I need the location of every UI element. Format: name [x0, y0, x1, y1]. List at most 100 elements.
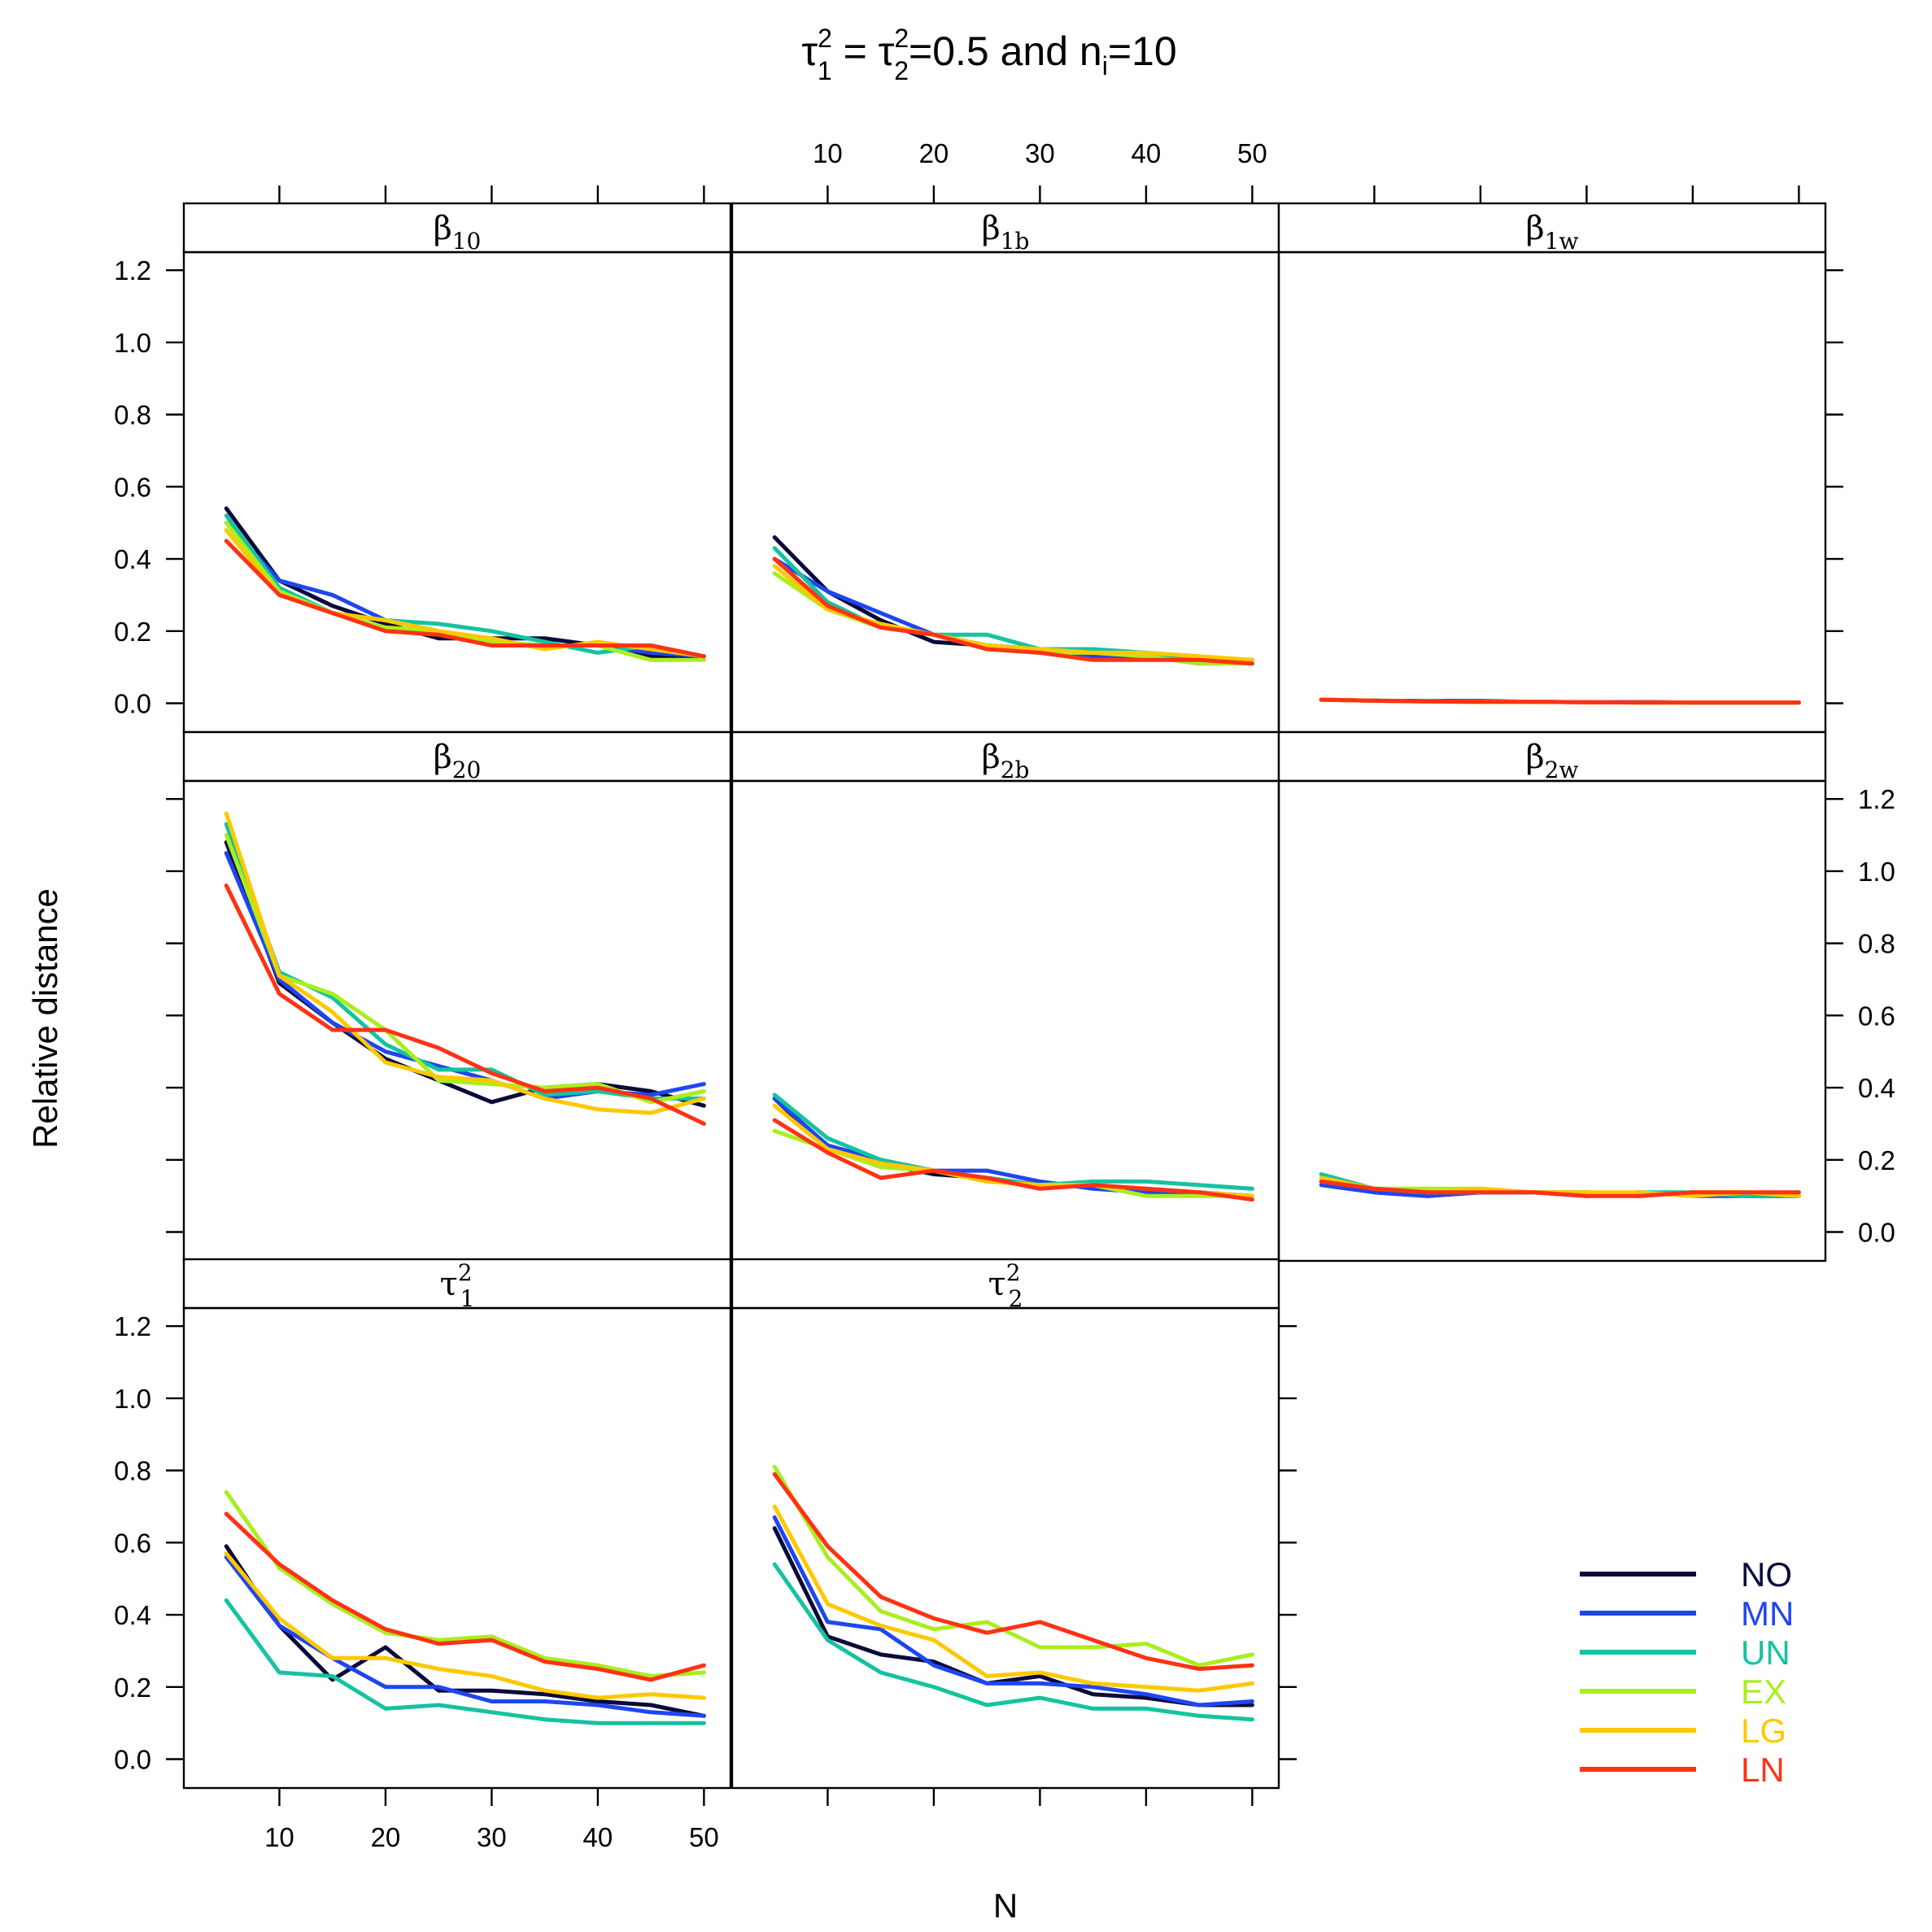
- y-tick-label-left-0-4: 0.8: [114, 400, 151, 430]
- panel-b1b: β1b: [730, 202, 1280, 734]
- x-tick-label-top-2: 30: [1025, 138, 1055, 168]
- strip-sup: 2: [1006, 1259, 1021, 1286]
- y-tick-label-left-2-5: 1.0: [114, 1384, 151, 1414]
- strip-label-t2: τ2 2: [988, 1259, 1023, 1312]
- y-tick-label-right-4: 0.8: [1858, 929, 1895, 959]
- strip-subscript: 2: [1009, 1285, 1023, 1312]
- y-tick-label-left-0-3: 0.6: [114, 472, 151, 502]
- y-tick-label-left-2-6: 1.2: [114, 1311, 151, 1341]
- x-tick-label-bottom-4: 50: [689, 1822, 719, 1852]
- legend-item-MN: MN: [1580, 1594, 1794, 1633]
- strip-label-b2w: β2w: [1526, 739, 1579, 783]
- strip-b1w: [1277, 202, 1827, 254]
- title-sup2: 2: [894, 24, 909, 53]
- series-group-b1b: [772, 535, 1254, 666]
- legend-label-MN: MN: [1741, 1594, 1794, 1633]
- series-line-t2-LN: [772, 1472, 1254, 1672]
- legend-label-LN: LN: [1741, 1751, 1785, 1789]
- series-line-b10-LN: [224, 539, 706, 659]
- strip-sup: 2: [458, 1259, 473, 1286]
- strip-label-b1w: β1w: [1526, 210, 1579, 255]
- y-tick-label-left-0-1: 0.2: [114, 617, 151, 647]
- title-eq: =: [832, 28, 879, 74]
- strip-b2b: [730, 730, 1280, 783]
- plot-frame-b1w: [1277, 251, 1827, 734]
- series-group-b20: [224, 811, 706, 1126]
- series-line-t1-MN: [224, 1555, 706, 1718]
- series-line-t2-NO: [772, 1526, 1254, 1707]
- y-tick-label-left-2-1: 0.2: [114, 1673, 151, 1703]
- plot-frame-b2b: [730, 779, 1280, 1263]
- series-group-b1w: [1319, 697, 1801, 705]
- y-tick-label-left-0-5: 1.0: [114, 328, 151, 358]
- series-line-t2-MN: [772, 1515, 1254, 1707]
- title-tau2: τ: [879, 28, 895, 74]
- panel-b2b: β2b: [730, 730, 1280, 1263]
- legend-item-NO: NO: [1580, 1555, 1792, 1594]
- series-line-b2w-LN: [1319, 1179, 1801, 1198]
- legend-label-UN: UN: [1741, 1633, 1790, 1672]
- title-sub2: 2: [894, 56, 909, 85]
- strip-label-b20: β20: [434, 739, 482, 783]
- strip-label-b2b: β2b: [982, 739, 1030, 783]
- strip-label-t1: τ2 1: [440, 1259, 475, 1312]
- y-tick-label-right-0: 0.0: [1858, 1218, 1895, 1248]
- strip-greek: β: [434, 739, 452, 776]
- series-line-b20-UN: [224, 822, 706, 1101]
- title-sup1: 2: [818, 24, 832, 53]
- x-tick-label-bottom-0: 10: [264, 1822, 294, 1852]
- panel-b10: β10: [182, 202, 732, 734]
- legend-label-NO: NO: [1741, 1555, 1792, 1594]
- panel-b20: β20: [182, 730, 732, 1263]
- y-tick-label-left-0-0: 0.0: [114, 689, 151, 719]
- y-tick-label-left-2-4: 0.8: [114, 1456, 151, 1486]
- series-group-t1: [224, 1489, 706, 1725]
- legend-label-LG: LG: [1741, 1712, 1786, 1750]
- strip-t1: [182, 1258, 732, 1310]
- y-tick-label-left-2-2: 0.4: [114, 1600, 151, 1630]
- strip-subscript: 10: [452, 228, 482, 255]
- series-group-b2b: [772, 1092, 1254, 1202]
- x-tick-label-top-0: 10: [813, 138, 843, 168]
- series-line-b20-LG: [224, 811, 706, 1115]
- y-tick-label-left-2-0: 0.0: [114, 1745, 151, 1775]
- series-line-t1-LG: [224, 1551, 706, 1700]
- title-sub1: 1: [818, 56, 832, 85]
- strip-greek: β: [1526, 739, 1545, 776]
- series-line-b1b-LN: [772, 556, 1254, 666]
- series-line-t1-LN: [224, 1511, 706, 1682]
- plot-frame-t2: [730, 1306, 1280, 1790]
- plot-frame-b2w: [1277, 779, 1827, 1263]
- legend-item-LG: LG: [1580, 1712, 1786, 1750]
- strip-b20: [182, 730, 732, 783]
- panel-t2: τ2 2: [730, 1258, 1280, 1790]
- plot-frame-b20: [182, 779, 732, 1263]
- strip-greek: τ: [988, 1266, 1006, 1303]
- series-group-b2w: [1319, 1172, 1801, 1198]
- series-line-b2b-LN: [772, 1118, 1254, 1202]
- x-tick-label-top-3: 40: [1132, 138, 1162, 168]
- strip-subscript: 2w: [1545, 757, 1579, 783]
- strip-t2: [730, 1258, 1280, 1310]
- series-group-b10: [224, 506, 706, 662]
- strip-b1b: [730, 202, 1280, 254]
- y-tick-label-left-2-3: 0.6: [114, 1528, 151, 1558]
- strip-greek: β: [982, 210, 1001, 247]
- x-tick-label-top-4: 50: [1237, 138, 1267, 168]
- x-tick-label-bottom-3: 40: [583, 1822, 613, 1852]
- y-tick-label-left-0-6: 1.2: [114, 255, 151, 286]
- title-tau1: τ: [801, 28, 818, 74]
- panel-t1: τ2 1: [182, 1258, 732, 1790]
- y-axis-title: Relative distance: [26, 888, 64, 1149]
- panel-b2w: β2w: [1277, 730, 1827, 1263]
- strip-greek: β: [1526, 210, 1545, 247]
- series-line-t1-UN: [224, 1598, 706, 1725]
- plot-frame-t1: [182, 1306, 732, 1790]
- y-tick-label-right-2: 0.4: [1858, 1073, 1895, 1103]
- strip-subscript: 1w: [1545, 228, 1579, 255]
- strip-greek: β: [982, 739, 1001, 776]
- series-line-b1b-UN: [772, 546, 1254, 662]
- title-rest: =0.5 and n: [909, 28, 1102, 74]
